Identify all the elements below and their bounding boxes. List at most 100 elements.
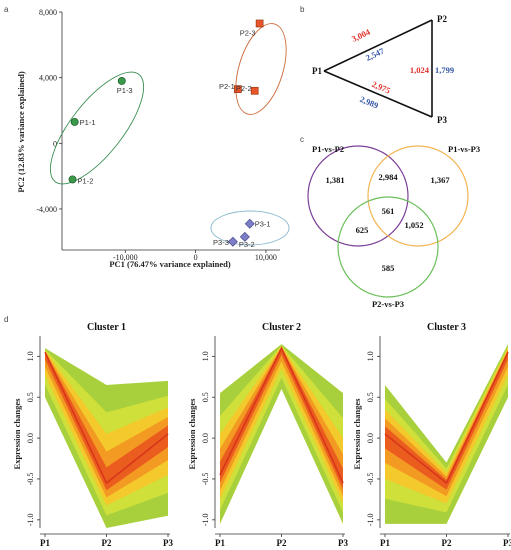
cluster-panel-1: 1.0 0.5 0.0 -0.5 -1.0 P1 P2 P3 Expression change…: [12, 322, 173, 548]
pca-x-label: PC1 (76.47% variance explained): [109, 259, 231, 269]
node-p3: P3: [437, 115, 447, 125]
pca-point-p2-1: [233, 85, 242, 93]
venn-count-p1p3-p2p3: 1,052: [404, 220, 423, 230]
venn-set-p1-vs-p2: P1-vs-P2: [312, 144, 344, 154]
venn-circle-p2-vs-p3: [337, 196, 439, 298]
venn-count-p1p2-only: 1,381: [325, 175, 344, 185]
pca-point-label: P2-3: [240, 28, 256, 37]
cluster-band-inner: [385, 350, 508, 490]
p3-group-ellipse: [210, 210, 290, 246]
pca-point-label: P1-1: [80, 118, 96, 127]
cluster-panel-3: 1.0 0.5 0.0 -0.5 -1.0 P1 P2 P3 Expression change…: [352, 322, 511, 548]
cluster-band-inner: [220, 347, 343, 490]
cluster-y-tick-label: -1.0: [366, 513, 375, 526]
cluster-panel-2: 1.0 0.5 0.0 -0.5 -1.0 P1 P2 P3 Expression change…: [187, 322, 348, 548]
cluster-y-label: Expression changes: [187, 398, 197, 470]
comparison-network: P1 P2 P3 3,004 2,547 2,975 2,989 1,024 1…: [312, 14, 454, 125]
pca-plot: 8,000 4,000 0 -4,000 -10,000 0 10,000 PC1 (76…: [16, 8, 290, 269]
edge-p1-p2-down-count: 2,547: [364, 45, 386, 62]
pca-x-tick-label: -10,000: [113, 253, 138, 262]
pca-point-label: P2-1: [219, 82, 235, 91]
cluster-band-inner: [45, 351, 168, 491]
pca-y-label: PC2 (12.83% variance explained): [16, 71, 26, 193]
venn-circle-p1-vs-p3: [367, 145, 469, 247]
cluster-title: Cluster 3: [427, 322, 466, 333]
cluster-y-tick-label: -0.5: [201, 473, 210, 486]
venn-set-p2-vs-p3: P2-vs-P3: [372, 299, 404, 309]
edge-p1-p2: [323, 19, 433, 72]
pca-point-p1-3: [117, 76, 126, 85]
panel-label-b: b: [300, 5, 305, 14]
pca-point-p3-1: [244, 218, 255, 229]
edge-p1-p3: [323, 70, 433, 118]
cluster-x-tick-label: P3: [338, 538, 348, 548]
pca-point-label: P3-2: [239, 240, 255, 249]
cluster-title: Cluster 1: [87, 322, 126, 333]
pca-point-p3-3: [227, 236, 238, 247]
cluster-y-tick-label: 0.5: [201, 392, 210, 402]
cluster-y-tick-label: 0.0: [366, 433, 375, 443]
p2-group-ellipse: [235, 23, 287, 115]
cluster-y-tick-label: 1.0: [201, 351, 210, 361]
pca-y-tick-label: 4,000: [39, 74, 57, 83]
pca-x-tick-label: 10,000: [255, 253, 277, 262]
cluster-y-tick-label: 0.5: [26, 392, 35, 402]
panel-label-a: a: [4, 5, 9, 14]
pca-y-tick-label: 8,000: [39, 8, 57, 17]
venn-count-p1p2-p1p3: 2,984: [378, 172, 398, 182]
cluster-y-tick-label: -0.5: [366, 473, 375, 486]
cluster-y-tick-label: 0.5: [366, 392, 375, 402]
pca-x-ticks: -10,000 0 10,000: [113, 250, 277, 262]
cluster-y-label: Expression changes: [12, 398, 22, 470]
edge-p2-p3-up-count: 1,024: [410, 65, 430, 75]
pca-point-label: P3-1: [255, 220, 271, 229]
edge-p1-p3-up-count: 2,975: [370, 79, 392, 96]
cluster-center-line: [384, 351, 509, 485]
cluster-y-tick-label: 1.0: [26, 351, 35, 361]
cluster-x-tick-label: P2: [102, 538, 112, 548]
cluster-title: Cluster 2: [262, 322, 301, 333]
cluster-center-line: [219, 346, 344, 484]
venn-set-p1-vs-p3: P1-vs-P3: [448, 144, 480, 154]
pca-y-tick-label: -4,000: [36, 205, 57, 214]
cluster-y-tick-label: 0.0: [26, 433, 35, 443]
cluster-y-tick-label: 1.0: [366, 351, 375, 361]
pca-point-p2-2: [250, 86, 259, 95]
pca-point-p1-1: [70, 118, 79, 126]
panel-label-d: d: [4, 315, 8, 324]
pca-y-tick-label: 0: [53, 139, 57, 148]
cluster-x-tick-label: P1: [380, 538, 390, 548]
cluster-band-inner: [220, 345, 343, 513]
pca-y-ticks: 8,000 4,000 0 -4,000: [36, 8, 62, 214]
edge-p1-p3-down-count: 2,989: [358, 94, 380, 111]
cluster-x-tick-label: P1: [40, 538, 50, 548]
cluster-x-tick-label: P1: [215, 538, 225, 548]
pca-point-label: P3-3: [213, 238, 229, 247]
node-p1: P1: [312, 66, 322, 76]
cluster-x-tick-label: P3: [503, 538, 511, 548]
cluster-y-tick-label: 0.0: [201, 433, 210, 443]
cluster-x-tick-label: P2: [277, 538, 287, 548]
venn-diagram: P1-vs-P2 P1-vs-P3 P2-vs-P3 1,381 2,984 1…: [307, 144, 480, 309]
pca-point-label: P1-2: [78, 176, 94, 185]
cluster-y-tick-label: -1.0: [26, 513, 35, 526]
pca-point-label: P1-3: [117, 86, 133, 95]
venn-count-p1p2-p2p3: 625: [356, 225, 369, 235]
venn-count-all: 561: [382, 206, 395, 216]
pca-point-label: P2-2: [236, 84, 252, 93]
p1-group-ellipse: [49, 71, 145, 185]
cluster-center-line: [44, 351, 169, 485]
cluster-x-tick-label: P2: [442, 538, 452, 548]
edge-p2-p3-down-count: 1,799: [435, 65, 454, 75]
edge-p1-p2-up-count: 3,004: [350, 26, 372, 43]
venn-count-p2p3-only: 585: [382, 263, 395, 273]
cluster-profiles: 1.0 0.5 0.0 -0.5 -1.0 P1 P2 P3 Expression change…: [12, 322, 511, 548]
pca-point-p3-2: [239, 231, 250, 242]
venn-count-p1p3-only: 1,367: [430, 175, 450, 185]
pca-points: P1-1 P1-2 P1-3 P2-1 P2-2 P2-3 P3-1 P3-2 P3-3: [68, 19, 271, 249]
cluster-x-tick-label: P3: [163, 538, 173, 548]
cluster-y-label: Expression changes: [352, 398, 362, 470]
cluster-y-tick-label: -1.0: [201, 513, 210, 526]
pca-point-p1-2: [68, 175, 77, 184]
